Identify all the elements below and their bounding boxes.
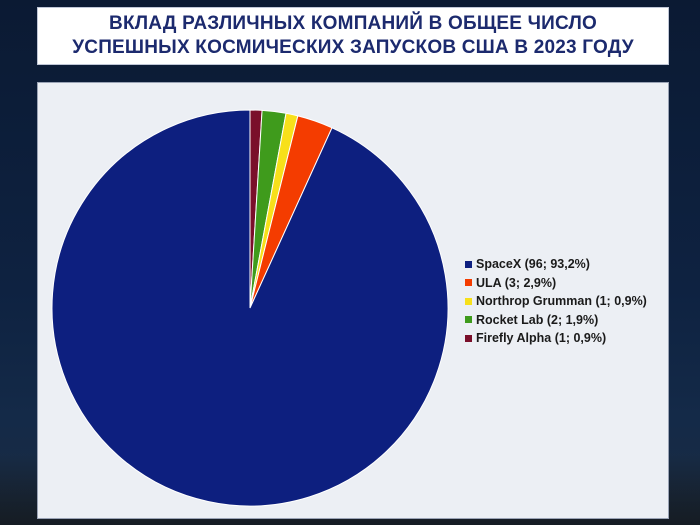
legend-swatch — [465, 297, 472, 305]
legend-item: Northrop Grumman (1; 0,9%) — [465, 292, 665, 311]
legend-swatch — [465, 316, 472, 324]
legend-label: ULA (3; 2,9%) — [476, 275, 557, 290]
pie-chart — [51, 109, 449, 507]
title-box: ВКЛАД РАЗЛИЧНЫХ КОМПАНИЙ В ОБЩЕЕ ЧИСЛО У… — [37, 7, 669, 65]
legend-swatch — [465, 260, 472, 268]
legend-item: Rocket Lab (2; 1,9%) — [465, 311, 665, 330]
pie-slice-spacex — [51, 109, 449, 507]
legend-swatch — [465, 334, 472, 342]
legend-label: Rocket Lab (2; 1,9%) — [476, 312, 599, 327]
legend: SpaceX (96; 93,2%) ULA (3; 2,9%) Northrop … — [465, 255, 665, 348]
legend-swatch — [465, 279, 472, 287]
legend-item: ULA (3; 2,9%) — [465, 274, 665, 293]
legend-item: Firefly Alpha (1; 0,9%) — [465, 329, 665, 348]
chart-panel: SpaceX (96; 93,2%) ULA (3; 2,9%) Northrop … — [37, 82, 669, 519]
legend-label: SpaceX (96; 93,2%) — [476, 257, 590, 272]
legend-item: SpaceX (96; 93,2%) — [465, 255, 665, 274]
legend-label: Firefly Alpha (1; 0,9%) — [476, 331, 607, 346]
chart-title: ВКЛАД РАЗЛИЧНЫХ КОМПАНИЙ В ОБЩЕЕ ЧИСЛО У… — [72, 13, 634, 58]
legend-label: Northrop Grumman (1; 0,9%) — [476, 294, 647, 309]
